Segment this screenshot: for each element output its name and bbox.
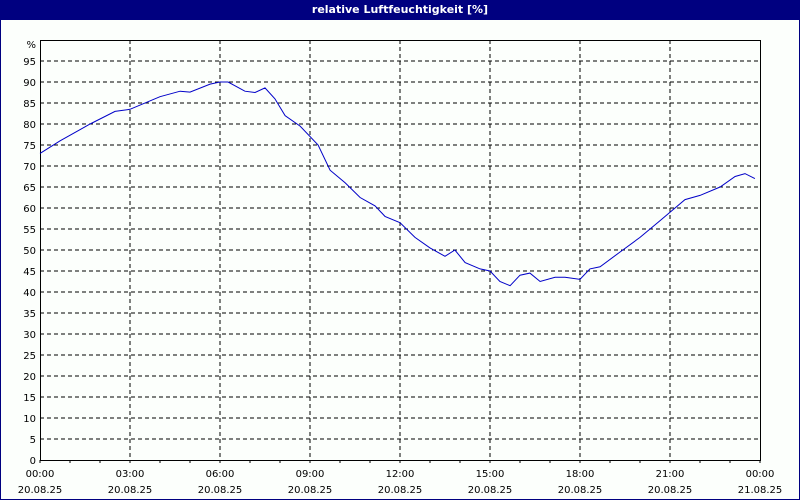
x-tick-time: 06:00 [206, 469, 235, 480]
y-tick-label: 0 [30, 456, 36, 467]
y-tick-label: 5 [30, 435, 36, 446]
y-tick-label: 55 [23, 225, 36, 236]
x-tick-time: 12:00 [386, 469, 415, 480]
x-tick-date: 20.08.25 [108, 485, 153, 496]
y-tick-label: 10 [23, 414, 36, 425]
y-tick-label: 65 [23, 183, 36, 194]
x-tick-date: 20.08.25 [198, 485, 243, 496]
x-tick-time: 21:00 [656, 469, 685, 480]
y-tick-label: 30 [23, 330, 36, 341]
y-tick-label: 85 [23, 99, 36, 110]
x-tick-date: 20.08.25 [18, 485, 63, 496]
plot-border [40, 40, 761, 461]
y-axis-ticks: 0 5 10 15 20 25 30 35 40 45 50 55 60 65 70 75 80 85 90 95% [23, 40, 36, 467]
x-axis-ticks: 00:00 20.08.25 03:00 20.08.25 06:00 20.08.25 0… [18, 469, 783, 496]
x-tick-time: 00:00 [26, 469, 55, 480]
x-tick-time: 00:00 [746, 469, 775, 480]
y-tick-label: 50 [23, 246, 36, 257]
x-tick-time: 09:00 [296, 469, 325, 480]
y-tick-label: 90 [23, 78, 36, 89]
x-tick-time: 03:00 [116, 469, 145, 480]
y-tick-label: 40 [23, 288, 36, 299]
humidity-series-line [39, 81, 756, 287]
y-tick-label: 35 [23, 309, 36, 320]
x-tick-date: 20.08.25 [378, 485, 423, 496]
chart-title: relative Luftfeuchtigkeit [%] [0, 0, 800, 20]
x-tick-time: 15:00 [476, 469, 505, 480]
y-tick-label: 95 [23, 57, 36, 68]
y-tick-label: 25 [23, 351, 36, 362]
x-tick-date: 20.08.25 [558, 485, 603, 496]
x-tick-date: 20.08.25 [288, 485, 333, 496]
axes [39, 40, 761, 463]
y-tick-label: 75 [23, 141, 36, 152]
y-tick-label: 70 [23, 162, 36, 173]
y-unit-label: % [26, 40, 36, 51]
x-tick-date: 21.08.25 [738, 485, 783, 496]
grid-lines [40, 40, 760, 460]
x-tick-date: 20.08.25 [648, 485, 693, 496]
x-tick-time: 18:00 [566, 469, 595, 480]
y-tick-label: 60 [23, 204, 36, 215]
y-tick-label: 80 [23, 120, 36, 131]
y-tick-label: 45 [23, 267, 36, 278]
y-tick-label: 15 [23, 393, 36, 404]
x-tick-date: 20.08.25 [468, 485, 513, 496]
y-tick-label: 20 [23, 372, 36, 383]
